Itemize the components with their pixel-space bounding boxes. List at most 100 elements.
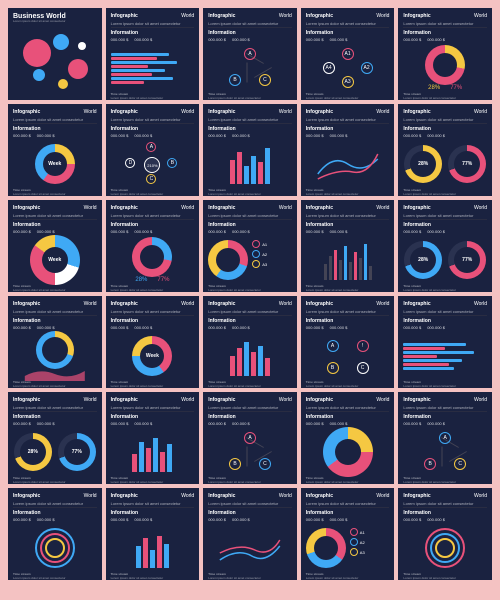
stats-row: 000.000 $000.000 $ (208, 133, 292, 138)
card-header: InfographicWorld (208, 205, 292, 211)
card-subline: Lorem ipsum dolor sit amet consectetur (13, 213, 97, 220)
template-card-6: InfographicWorld Lorem ipsum dolor sit am… (106, 104, 200, 196)
vbar-chart (208, 336, 292, 376)
card-footer: Time streamLorem ipsum dolor sit amet co… (111, 477, 195, 484)
template-card-14: InfographicWorldLorem ipsum dolor sit am… (398, 200, 492, 292)
card-subline: Lorem ipsum dolor sit amet consectetur (306, 21, 390, 28)
info-label: Information (111, 222, 195, 228)
card-footer: Time streamLorem ipsum dolor sit amet co… (403, 477, 487, 484)
card-footer: Time streamLorem ipsum dolor sit amet co… (13, 189, 97, 196)
template-card-20: InfographicWorldLorem ipsum dolor sit am… (8, 392, 102, 484)
stats-row: 000.000 $000.000 $ (306, 37, 390, 42)
card-subline: Lorem ipsum dolor sit amet consectetur (13, 501, 97, 508)
stats-row: 000.000 $000.000 $ (111, 421, 195, 426)
card-footer: Time streamLorem ipsum dolor sit amet co… (13, 477, 97, 484)
info-label: Information (111, 510, 195, 516)
two-donuts: 28%77% (404, 145, 486, 183)
card-footer: Time streamLorem ipsum dolor sit amet co… (13, 285, 97, 292)
card-subline: Lorem ipsum dolor sit amet consectetur (403, 405, 487, 412)
concentric-rings (423, 526, 467, 570)
donut-chart: Week (132, 336, 172, 376)
stats-row: 000.000 $000.000 $ (111, 325, 195, 330)
card-subline: Lorem ipsum dolor sit amet consectetur (111, 501, 195, 508)
template-card-29: InfographicWorldLorem ipsum dolor sit am… (398, 488, 492, 580)
card-subline: Lorem ipsum dolor sit amet consectetur (208, 309, 292, 316)
donut-side: A1A2A3 (306, 528, 390, 568)
card-subline: Lorem ipsum dolor sit amet consectetur (403, 117, 487, 124)
info-label: Information (208, 414, 292, 420)
template-card-9: InfographicWorldLorem ipsum dolor sit am… (398, 104, 492, 196)
stats-row: 000.000 $000.000 $ (403, 517, 487, 522)
info-label: Information (208, 318, 292, 324)
card-header: InfographicWorld (13, 301, 97, 307)
card-footer: Time streamLorem ipsum dolor sit amet co… (306, 381, 390, 388)
template-card-11: InfographicWorldLorem ipsum dolor sit am… (106, 200, 200, 292)
node-diagram: A B C (420, 432, 470, 472)
stats-row: 000.000 $000.000 $ (111, 37, 195, 42)
node-diagram: A B C (225, 48, 275, 88)
donut-chart: Week (30, 235, 80, 285)
card-footer: Time streamLorem ipsum dolor sit amet co… (403, 573, 487, 580)
card-footer: Time streamLorem ipsum dolor sit amet co… (111, 285, 195, 292)
stats-row: 000.000 $000.000 $ (13, 133, 97, 138)
card-subline: Lorem ipsum dolor sit amet consectetur (208, 501, 292, 508)
card-footer: Time streamLorem ipsum dolor sit amet co… (13, 381, 97, 388)
card-footer: Time streamLorem ipsum dolor sit amet co… (306, 573, 390, 580)
donut-pct: 28%77% (425, 45, 465, 91)
info-label: Information (403, 126, 487, 132)
card-subline: Lorem ipsum dolor sit amet consectetur (306, 213, 390, 220)
stats-row: 000.000 $000.000 $ (111, 133, 195, 138)
card-footer: Time streamLorem ipsum dolor sit amet co… (208, 189, 292, 196)
two-donuts: 28%77% (14, 433, 96, 471)
stats-row: 000.000 $000.000 $ (403, 229, 487, 234)
info-label: Information (111, 126, 195, 132)
card-header: InfographicWorld (306, 109, 390, 115)
template-card-22: InfographicWorldLorem ipsum dolor sit am… (203, 392, 297, 484)
info-label: Information (306, 510, 390, 516)
template-card-10: InfographicWorldLorem ipsum dolor sit am… (8, 200, 102, 292)
card-header: InfographicWorld (208, 109, 292, 115)
card-header: InfographicWorld (306, 205, 390, 211)
card-header: InfographicWorld (13, 493, 97, 499)
donut-chart: Week (35, 144, 75, 184)
info-label: Information (403, 222, 487, 228)
card-header: InfographicWorld (111, 301, 195, 307)
card-header: InfographicWorld (13, 397, 97, 403)
stats-row: 000.000 $000.000 $ (306, 517, 390, 522)
info-label: Information (13, 510, 97, 516)
card-header: InfographicWorld (111, 109, 195, 115)
card-subline: Lorem ipsum dolor sit amet consectetur (111, 309, 195, 316)
line-chart (306, 144, 390, 184)
vbar-chart (208, 144, 292, 184)
card-footer: Time streamLorem ipsum dolor sit amet co… (111, 573, 195, 580)
stats-row: 000.000 $000.000 $ (208, 517, 292, 522)
template-card-3: InfographicWorld Lorem ipsum dolor sit am… (301, 8, 395, 100)
info-label: Information (208, 30, 292, 36)
info-label: Information (208, 222, 292, 228)
template-card-18: InfographicWorldLorem ipsum dolor sit am… (301, 296, 395, 388)
card-subline: Lorem ipsum dolor sit amet consectetur (111, 117, 195, 124)
template-card-1: InfographicWorldLorem ipsum dolor sit am… (106, 8, 200, 100)
card-footer: Time streamLorem ipsum dolor sit amet co… (306, 285, 390, 292)
card-subline: Lorem ipsum dolor sit amet consectetur (111, 405, 195, 412)
template-card-21: InfographicWorldLorem ipsum dolor sit am… (106, 392, 200, 484)
template-card-16: InfographicWorld Lorem ipsum dolor sit am… (106, 296, 200, 388)
info-label: Information (111, 414, 195, 420)
card-footer: Time streamLorem ipsum dolor sit amet co… (208, 477, 292, 484)
info-label: Information (306, 126, 390, 132)
card-footer: Time streamLorem ipsum dolor sit amet co… (306, 189, 390, 196)
donut-side: A1A2A3 (208, 240, 292, 280)
card-header: InfographicWorld (306, 13, 390, 19)
donut-chart (323, 427, 373, 477)
card-subline: Lorem ipsum dolor sit amet consectetur (111, 21, 195, 28)
card-header: InfographicWorld (306, 397, 390, 403)
template-card-19: InfographicWorldLorem ipsum dolor sit am… (398, 296, 492, 388)
template-card-15: InfographicWorldLorem ipsum dolor sit am… (8, 296, 102, 388)
card-header: InfographicWorld (111, 493, 195, 499)
card-header: InfographicWorld (111, 205, 195, 211)
template-grid: Business WorldLorem ipsum dolor sit amet… (0, 0, 500, 588)
stats-row: 000.000 $000.000 $ (13, 421, 97, 426)
card-subline: Lorem ipsum dolor sit amet consectetur (403, 21, 487, 28)
stats-row: 000.000 $000.000 $ (403, 421, 487, 426)
stats-row: 000.000 $000.000 $ (111, 517, 195, 522)
